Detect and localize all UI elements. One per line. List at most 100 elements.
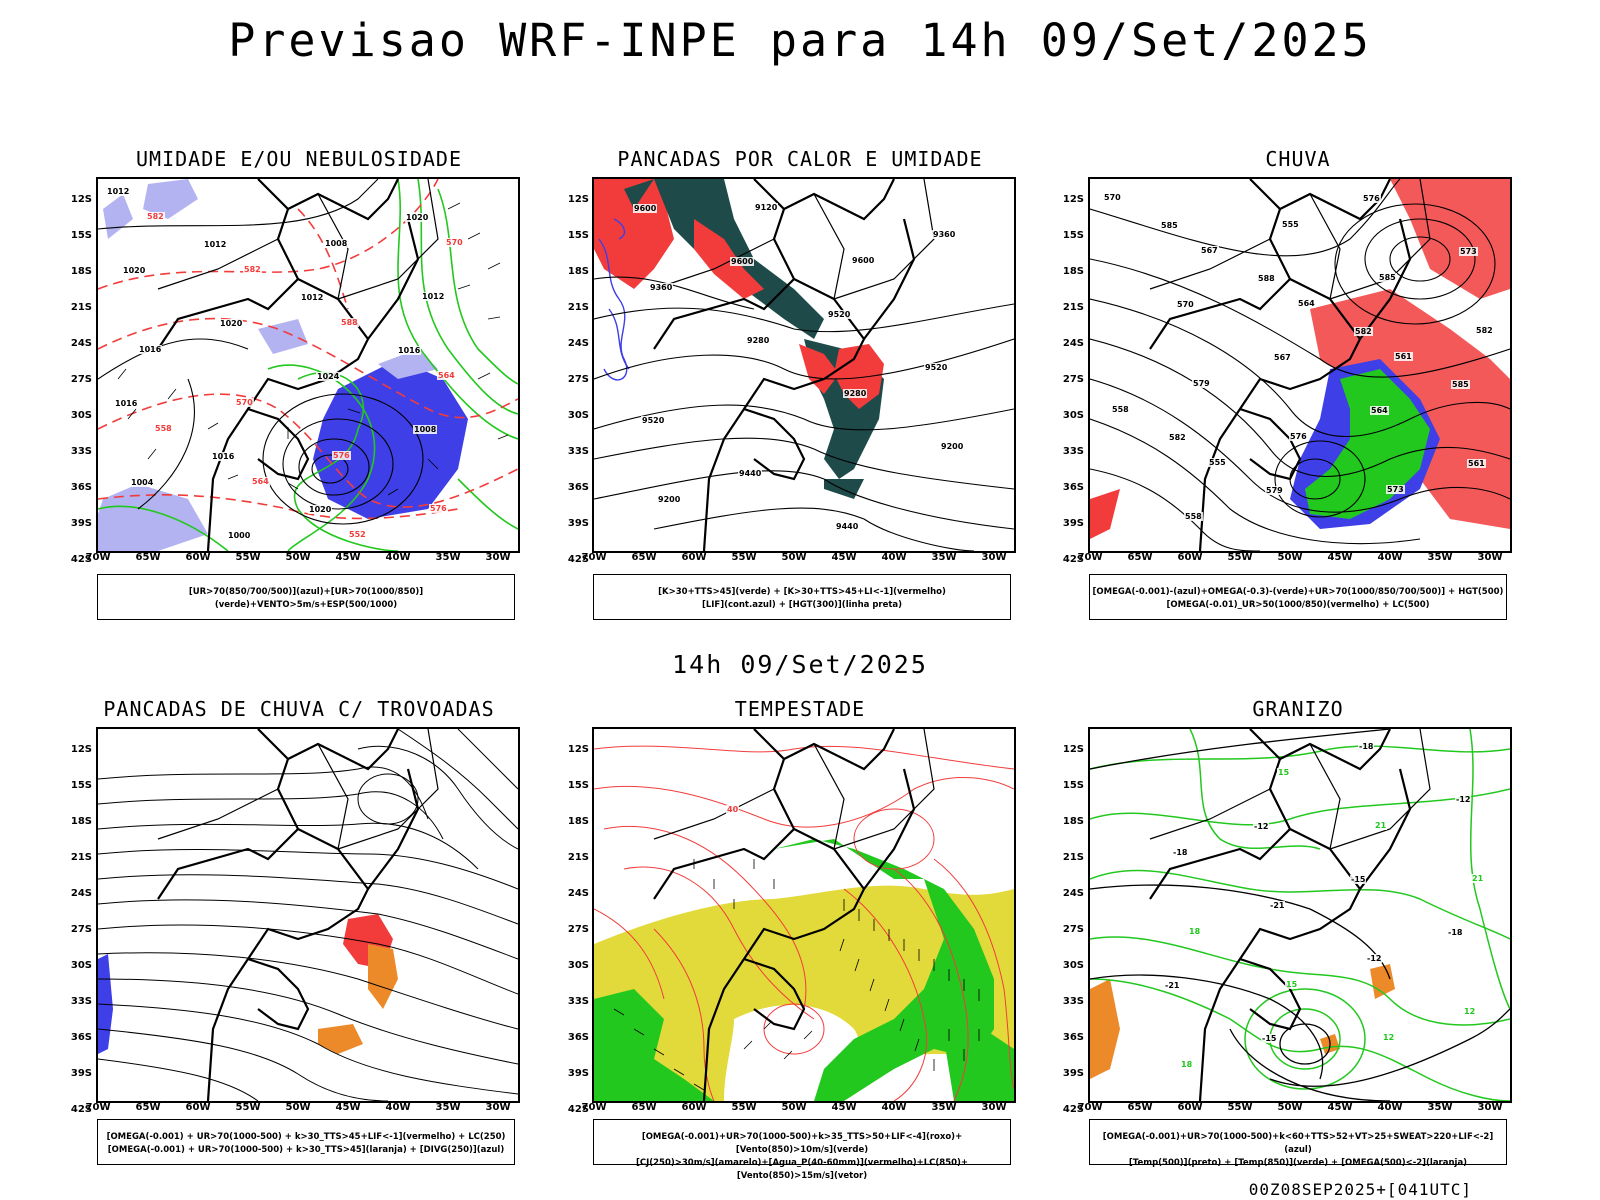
legend-line: [K>30+TTS>45](verde) + [K>30+TTS>45+LI<-…: [658, 587, 946, 597]
lat-tick-label: 36S: [1062, 482, 1084, 493]
lat-tick-label: 27S: [567, 374, 589, 385]
pressure-isobar: [282, 418, 394, 510]
map-storm: [592, 727, 1016, 1103]
map-hail: [1088, 727, 1512, 1103]
contour-value-label: -12: [1455, 795, 1472, 804]
contour-value-label: 561: [1394, 352, 1413, 361]
lat-tick-label: 33S: [70, 996, 92, 1007]
contour-value-label: 15: [1277, 768, 1291, 777]
contour-value-label: 1008: [413, 425, 438, 434]
instability-red-area: [799, 344, 839, 394]
lon-tick-label: 60W: [185, 1102, 211, 1113]
lon-axis: 70W 65W 60W 55W 50W 45W 40W 35W 30W: [582, 1102, 1016, 1116]
contour-value-label: 1012: [300, 293, 325, 302]
contour-value-label: 570: [1103, 193, 1122, 202]
temp500-contours: [1090, 729, 1510, 1101]
lat-tick-label: 12S: [70, 744, 92, 755]
lat-tick-label: 27S: [1062, 924, 1084, 935]
lon-tick-label: 45W: [335, 1102, 361, 1113]
lat-tick-label: 36S: [567, 482, 589, 493]
pressure-isobar: [311, 454, 349, 484]
legend-storm: [OMEGA(-0.001)+UR>70(1000-500)+k>35_TTS>…: [593, 1119, 1011, 1181]
contour-value-label: 1016: [138, 345, 163, 354]
lon-tick-label: 60W: [1177, 552, 1203, 563]
legend-line: [OMEGA(-0.001) + UR>70(1000-500) + k>30_…: [106, 1132, 506, 1142]
legend-line: [CJ(250)>30m/s](amarelo)+[Agua_P(40-60mm…: [635, 1158, 969, 1181]
lon-tick-label: 65W: [135, 552, 161, 563]
legend-line: [OMEGA(-0.01)_UR>50(1000/850)(vermelho) …: [1166, 600, 1430, 610]
legend-line: [Temp(500)](preto) + [Temp(850)](verde) …: [1128, 1158, 1468, 1168]
lat-tick-label: 27S: [70, 374, 92, 385]
lon-tick-label: 30W: [981, 552, 1007, 563]
state-borders: [1149, 729, 1431, 850]
lat-tick-label: 12S: [567, 744, 589, 755]
humidity-light-blue-area: [98, 484, 208, 551]
contour-value-label: 585: [1160, 221, 1179, 230]
legend-heat-showers: [K>30+TTS>45](verde) + [K>30+TTS>45+LI<-…: [593, 574, 1011, 620]
panel-title-heat-showers: PANCADAS POR CALOR E UMIDADE: [617, 147, 983, 171]
lat-tick-label: 24S: [70, 338, 92, 349]
contour-value-label: 9600: [633, 204, 658, 213]
lat-tick-label: 39S: [567, 1068, 589, 1079]
contour-value-label: 1016: [114, 399, 139, 408]
contour-value-label: 564: [251, 477, 270, 486]
lon-tick-label: 35W: [931, 1102, 957, 1113]
lat-tick-label: 12S: [1062, 744, 1084, 755]
lon-tick-label: 60W: [185, 552, 211, 563]
country-borders: [157, 729, 420, 1101]
panel-title-storm: TEMPESTADE: [734, 697, 866, 721]
lat-tick-label: 18S: [567, 266, 589, 277]
lat-tick-label: 12S: [567, 194, 589, 205]
contour-value-label: 588: [1257, 274, 1276, 283]
country-borders: [653, 729, 916, 1101]
lon-tick-label: 55W: [235, 1102, 261, 1113]
rain-red-area: [1090, 489, 1120, 539]
contour-value-label: 1012: [421, 292, 446, 301]
lon-tick-label: 45W: [831, 552, 857, 563]
legend-line: [UR>70(850/700/500)](azul)+[UR>70(1000/8…: [188, 587, 424, 610]
contour-value-label: 9200: [940, 442, 965, 451]
lon-tick-label: 70W: [1077, 552, 1103, 563]
lon-tick-label: 70W: [581, 1102, 607, 1113]
omega-orange-area: [1090, 979, 1120, 1079]
lon-tick-label: 65W: [135, 1102, 161, 1113]
legend-thunderstorm-showers: [OMEGA(-0.001) + UR>70(1000-500) + k>30_…: [97, 1119, 515, 1165]
contour-value-label: 1012: [203, 240, 228, 249]
lat-axis: 12S 15S 18S 21S 24S 27S 30S 33S 36S 39S 42S: [557, 724, 591, 1115]
lon-tick-label: 55W: [1227, 1102, 1253, 1113]
lat-tick-label: 27S: [1062, 374, 1084, 385]
lat-axis: 12S 15S 18S 21S 24S 27S 30S 33S 36S 39S 42S: [1052, 724, 1086, 1115]
lat-tick-label: 21S: [70, 302, 92, 313]
contour-value-label: 588: [340, 318, 359, 327]
lat-tick-label: 30S: [567, 960, 589, 971]
lat-tick-label: 30S: [1062, 960, 1084, 971]
lon-tick-label: 50W: [781, 552, 807, 563]
lat-tick-label: 39S: [567, 518, 589, 529]
contour-value-label: 9280: [843, 389, 868, 398]
pressure-isobar: [98, 338, 249, 380]
humidity-light-blue-area: [258, 319, 308, 354]
lon-tick-label: 30W: [485, 1102, 511, 1113]
lon-tick-label: 45W: [335, 552, 361, 563]
state-borders: [653, 179, 935, 300]
contour-value-label: 1012: [106, 187, 131, 196]
legend-line: [LIF](cont.azul) + [HGT(300)](linha pret…: [701, 600, 903, 610]
omega-orange-area: [1370, 964, 1395, 999]
page-title: Previsao WRF-INPE para 14h 09/Set/2025: [228, 14, 1372, 67]
lat-tick-label: 18S: [70, 266, 92, 277]
legend-humidity: [UR>70(850/700/500)](azul)+[UR>70(1000/8…: [97, 574, 515, 620]
contour-value-label: 1020: [405, 213, 430, 222]
lat-tick-label: 24S: [1062, 338, 1084, 349]
contour-value-label: 18: [1180, 1060, 1194, 1069]
lon-tick-label: 55W: [1227, 552, 1253, 563]
lat-tick-label: 21S: [567, 852, 589, 863]
lon-tick-label: 40W: [1377, 552, 1403, 563]
contour-value-label: 9280: [746, 336, 771, 345]
contour-value-label: 9360: [649, 283, 674, 292]
lat-tick-label: 15S: [1062, 780, 1084, 791]
lon-tick-label: 30W: [981, 1102, 1007, 1113]
green-humidity-contour: [98, 505, 229, 551]
lat-tick-label: 27S: [567, 924, 589, 935]
lat-tick-label: 33S: [70, 446, 92, 457]
state-borders: [1149, 179, 1431, 300]
